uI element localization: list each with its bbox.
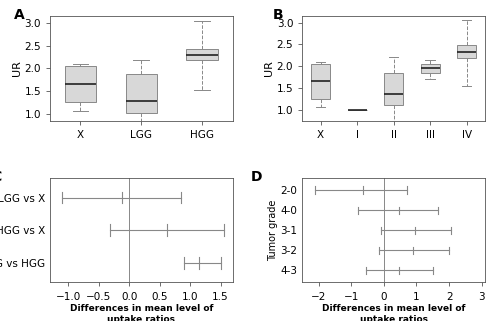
PathPatch shape: [420, 64, 440, 73]
Y-axis label: UR: UR: [12, 60, 22, 76]
X-axis label: Differences in mean level of
uptake ratios: Differences in mean level of uptake rati…: [322, 304, 466, 321]
Text: D: D: [251, 169, 262, 184]
Y-axis label: Tumor grade: Tumor grade: [268, 200, 278, 261]
Text: C: C: [0, 169, 2, 184]
X-axis label: Differences in mean level of
uptake ratios: Differences in mean level of uptake rati…: [70, 304, 213, 321]
PathPatch shape: [186, 49, 218, 60]
Text: A: A: [14, 8, 24, 22]
PathPatch shape: [384, 73, 403, 105]
Text: B: B: [273, 8, 283, 22]
PathPatch shape: [457, 45, 476, 58]
Y-axis label: UR: UR: [264, 60, 274, 76]
PathPatch shape: [311, 64, 330, 99]
PathPatch shape: [126, 74, 157, 113]
PathPatch shape: [64, 66, 96, 102]
